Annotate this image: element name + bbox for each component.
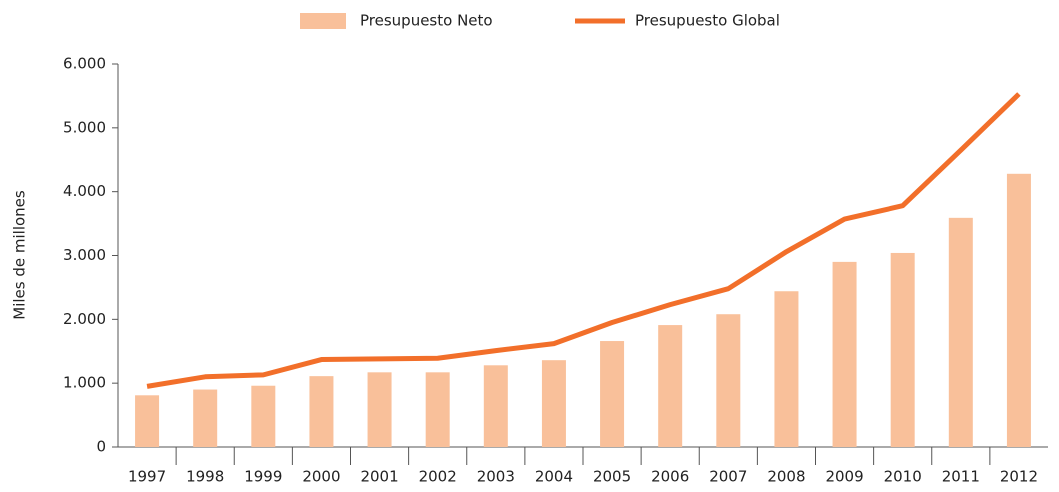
x-tick-label: 2004 — [535, 468, 573, 486]
bar — [890, 252, 915, 447]
x-tick-label: 2006 — [651, 468, 689, 486]
x-tick-label: 2002 — [419, 468, 457, 486]
y-tick-label: 1.000 — [63, 374, 106, 392]
x-tick-label: 1997 — [128, 468, 166, 486]
x-tick-label: 2011 — [942, 468, 980, 486]
y-tick-label: 6.000 — [63, 55, 106, 73]
bar — [309, 376, 334, 447]
x-tick-label: 2003 — [477, 468, 515, 486]
bar — [600, 341, 625, 447]
bar — [541, 360, 566, 447]
bar — [367, 372, 392, 447]
bar — [832, 261, 857, 447]
y-axis-label: Miles de millones — [11, 190, 29, 320]
x-tick-label: 2012 — [1000, 468, 1038, 486]
y-tick-label: 2.000 — [63, 310, 106, 328]
legend-label: Presupuesto Neto — [360, 12, 493, 30]
bar — [948, 217, 973, 447]
x-tick-label: 2001 — [360, 468, 398, 486]
bar — [1006, 173, 1031, 447]
legend-label: Presupuesto Global — [635, 12, 780, 30]
x-tick-label: 2007 — [709, 468, 747, 486]
line — [146, 92, 1021, 389]
bar — [774, 291, 799, 447]
bar — [251, 385, 276, 447]
x-tick-label: 2005 — [593, 468, 631, 486]
bar — [193, 389, 218, 447]
x-tick-label: 2009 — [825, 468, 863, 486]
y-tick-label: 3.000 — [63, 246, 106, 264]
x-tick-label: 2000 — [302, 468, 340, 486]
bar — [716, 314, 741, 447]
bar — [425, 372, 450, 447]
x-tick-label: 2008 — [767, 468, 805, 486]
legend-swatch — [300, 13, 346, 29]
x-tick-label: 1999 — [244, 468, 282, 486]
y-tick-label: 5.000 — [63, 118, 106, 136]
bar — [658, 325, 683, 447]
x-tick-label: 2010 — [884, 468, 922, 486]
y-tick-label: 4.000 — [63, 182, 106, 200]
y-tick-label: 0 — [96, 438, 106, 456]
x-tick-label: 1998 — [186, 468, 224, 486]
bar — [135, 395, 160, 447]
bar — [483, 365, 508, 447]
